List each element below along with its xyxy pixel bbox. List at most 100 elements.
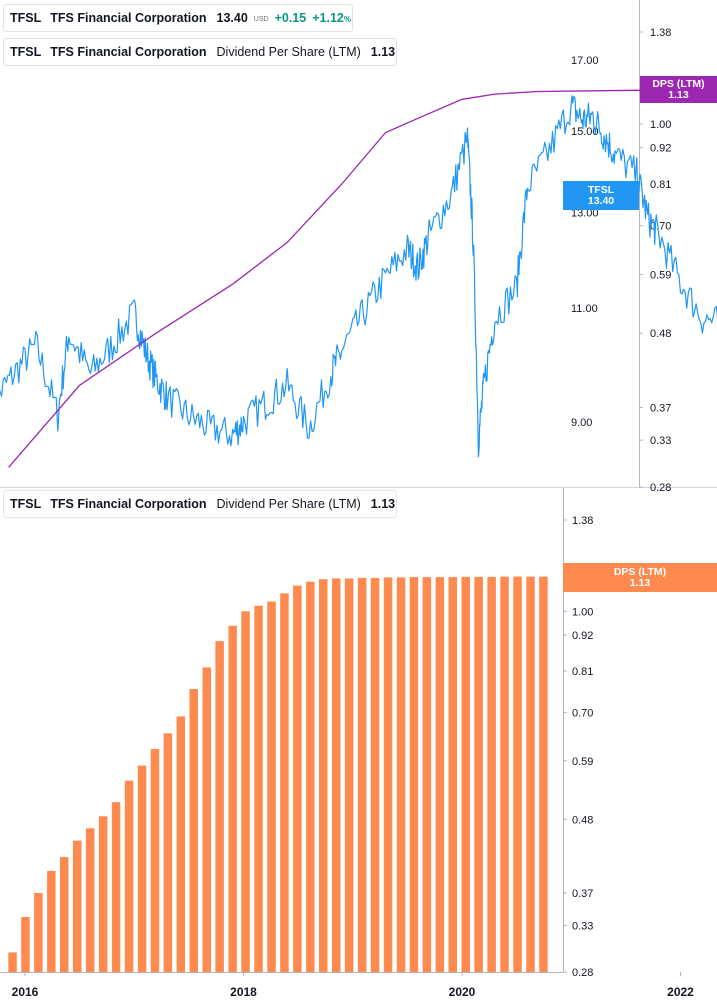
price-tag-symbol: TFSL: [587, 183, 615, 196]
dps-bar-26: [344, 578, 354, 972]
dps-top-axis-tick-2: 0.37: [650, 402, 671, 414]
dps-bar-7: [98, 816, 108, 972]
dps-bar-8: [111, 802, 121, 972]
dps-top-axis-tick-7: 0.92: [650, 143, 671, 155]
price-axis-tick-1: 11.00: [571, 303, 598, 315]
dps-bar-9: [124, 780, 134, 972]
dps-bar-2: [34, 893, 43, 972]
price-legend-change: +0.15: [274, 11, 307, 25]
price-legend-name: TFS Financial Corporation: [50, 11, 207, 25]
dps-bottom-axis-tick-2: 0.37: [572, 888, 593, 900]
dps-bar-12: [163, 733, 173, 972]
dps-bottom-axis-tick-0: 0.28: [572, 967, 593, 979]
price-legend-value: 13.40: [216, 11, 248, 25]
price-axis-tick-2: 13.00: [571, 208, 599, 220]
dps-top-legend-metric: Dividend Per Share (LTM): [216, 45, 361, 59]
price-legend-symbol: TFSL: [10, 11, 42, 25]
dps-bar-3: [47, 870, 56, 972]
dps-bar-28: [370, 577, 380, 972]
price-tag-value: 13.40: [587, 194, 615, 207]
x-axis-tick-2: 2020: [449, 985, 476, 999]
dps-bar-17: [228, 625, 237, 972]
dps-top-axis-tick-3: 0.48: [650, 328, 671, 340]
dps-bar-37: [487, 576, 496, 972]
dps-bottom-tag-label: DPS (LTM): [613, 565, 667, 578]
dps-bar-19: [254, 605, 263, 972]
dps-bar-25: [332, 578, 341, 972]
x-axis-tick-0: 2016: [12, 985, 39, 999]
dps-bottom-legend-value: 1.13: [370, 497, 396, 511]
dps-top-legend-name: TFS Financial Corporation: [50, 45, 207, 59]
dps-series-line: [8, 88, 717, 468]
dps-bottom-axis-tick-7: 0.92: [572, 630, 593, 642]
dps-bar-30: [396, 577, 406, 972]
dps-top-legend[interactable]: TFSL TFS Financial Corporation Dividend …: [3, 38, 397, 66]
dps-bottom-axis-tick-9: 1.38: [572, 515, 593, 527]
dps-bar-15: [202, 667, 211, 972]
dps-bottom-axis-tick-3: 0.48: [572, 814, 593, 826]
dps-bar-34: [448, 577, 457, 972]
dps-top-axis-tick-6: 0.81: [650, 179, 671, 191]
price-axis-tick-3: 15.00: [571, 126, 599, 138]
dps-bottom-legend-symbol: TFSL: [10, 497, 42, 511]
dps-bar-16: [215, 641, 224, 972]
dps-bar-13: [176, 716, 186, 972]
dps-bottom-legend-name: TFS Financial Corporation: [50, 497, 207, 511]
dps-bottom-axis-tick-8: 1.00: [572, 606, 593, 618]
dps-bottom-axis-tick-6: 0.81: [572, 666, 593, 678]
dps-bar-35: [461, 576, 470, 972]
price-legend-currency: USD: [253, 16, 269, 23]
price-axis-tick-0: 9.00: [571, 417, 592, 429]
dps-bar-27: [357, 577, 367, 972]
dps-bottom-tag-value: 1.13: [629, 576, 651, 589]
dps-top-axis-tick-4: 0.59: [650, 269, 671, 281]
dps-top-axis-tick-1: 0.33: [650, 435, 671, 447]
dps-bottom-axis-tag: DPS (LTM) 1.13: [563, 563, 717, 592]
price-legend-change-pct: +1.12%: [312, 11, 351, 25]
price-legend[interactable]: TFSL TFS Financial Corporation 13.40 USD…: [3, 4, 353, 32]
dps-bottom-legend-metric: Dividend Per Share (LTM): [216, 497, 361, 511]
dps-bar-10: [137, 765, 147, 972]
dps-bar-0: [8, 952, 17, 972]
dps-bar-38: [500, 576, 509, 972]
dps-top-legend-symbol: TFSL: [10, 45, 42, 59]
price-axis-tag: TFSL 13.40: [563, 181, 639, 210]
dps-bar-21: [280, 593, 289, 972]
dps-bar-40: [526, 576, 535, 972]
dps-bar-29: [383, 577, 393, 972]
dps-bar-24: [319, 579, 328, 972]
dps-bar-39: [513, 576, 522, 972]
dps-bar-31: [409, 577, 419, 972]
dps-bar-20: [267, 601, 276, 972]
dps-bar-14: [189, 689, 198, 972]
x-axis-tick-3: 2022: [667, 985, 694, 999]
dps-top-tag-value: 1.13: [668, 88, 689, 101]
dps-bar-11: [150, 749, 160, 972]
dps-top-axis-tag: DPS (LTM) 1.13: [640, 76, 717, 103]
dps-bar-36: [474, 576, 483, 972]
dps-bar-33: [435, 577, 445, 972]
dps-bottom-legend[interactable]: TFSL TFS Financial Corporation Dividend …: [3, 490, 397, 518]
dps-top-tag-label: DPS (LTM): [652, 77, 705, 90]
dps-top-legend-value: 1.13: [370, 45, 396, 59]
dps-bottom-axis-tick-5: 0.70: [572, 707, 593, 719]
x-axis-tick-1: 2018: [230, 985, 257, 999]
dps-top-axis-tick-9: 1.38: [650, 27, 671, 39]
dps-bar-18: [241, 611, 250, 972]
dps-top-axis-tick-0: 0.28: [650, 482, 671, 494]
dps-top-axis-tick-5: 0.70: [650, 221, 671, 233]
price-axis-tick-4: 17.00: [571, 55, 599, 67]
dps-bar-41: [539, 576, 548, 972]
dps-bar-6: [85, 828, 95, 972]
price-series-line: [0, 95, 717, 458]
dps-bottom-axis-tick-4: 0.59: [572, 756, 593, 768]
dps-bar-5: [73, 840, 82, 972]
dps-bar-22: [293, 585, 302, 972]
dps-bottom-axis-tick-1: 0.33: [572, 920, 593, 932]
dps-bar-23: [306, 581, 315, 972]
dps-top-axis-tick-8: 1.00: [650, 119, 671, 131]
dps-bar-4: [60, 857, 69, 972]
dps-bar-32: [422, 577, 432, 972]
dps-bar-1: [21, 917, 30, 972]
